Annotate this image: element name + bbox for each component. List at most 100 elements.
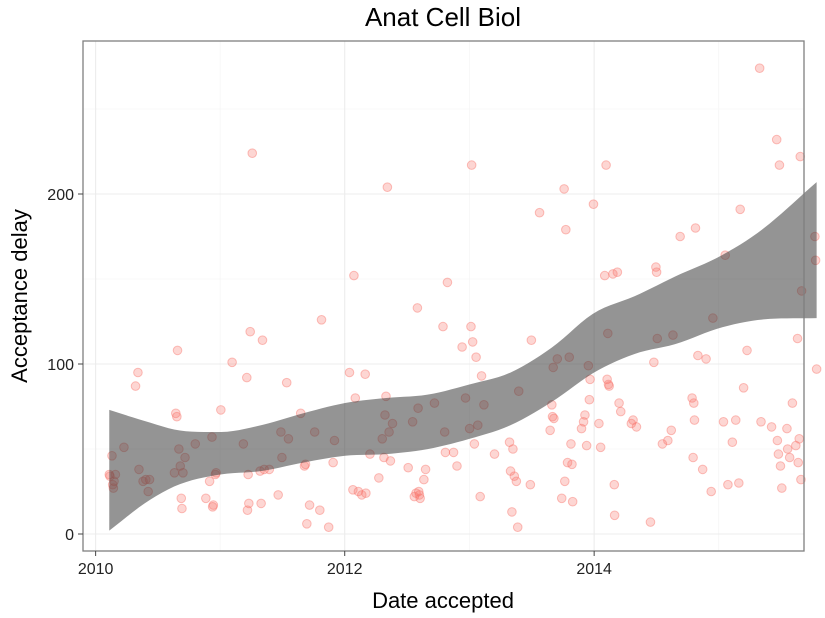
data-point (782, 423, 792, 434)
x-tick-label: 2014 (576, 561, 612, 578)
data-point (556, 493, 567, 504)
data-point (315, 505, 325, 516)
data-point (811, 364, 822, 374)
data-point (612, 267, 623, 278)
scatter-points (104, 63, 822, 533)
data-point (508, 444, 518, 454)
data-point (631, 422, 642, 432)
data-point (323, 522, 334, 533)
data-point (754, 63, 765, 73)
data-point (549, 413, 559, 424)
data-point (349, 270, 359, 281)
data-point (773, 449, 784, 459)
data-point (244, 498, 254, 509)
data-point (609, 510, 620, 521)
data-point (344, 367, 355, 378)
plot-panel-border (82, 40, 805, 552)
data-point (171, 408, 181, 419)
data-point (609, 479, 620, 490)
data-point (649, 357, 659, 368)
data-point (360, 369, 370, 380)
data-point (172, 345, 183, 356)
data-point (256, 498, 266, 509)
data-point (697, 464, 708, 475)
data-point (628, 415, 638, 425)
data-point (690, 223, 701, 233)
data-point (511, 476, 522, 487)
data-point (723, 479, 733, 490)
data-point (651, 267, 662, 278)
data-point (201, 493, 211, 504)
data-point (735, 204, 745, 215)
data-point (774, 160, 785, 170)
data-point (257, 335, 268, 346)
data-point (328, 457, 338, 468)
data-point (207, 502, 218, 512)
data-point (304, 500, 315, 510)
data-point (505, 466, 516, 476)
data-point (793, 457, 804, 468)
data-point (438, 321, 448, 332)
x-axis-title: Date accepted (372, 588, 514, 613)
data-point (782, 444, 793, 454)
data-point (273, 490, 283, 500)
data-point (242, 505, 253, 516)
data-point (738, 383, 749, 393)
data-point (756, 417, 766, 427)
data-point (795, 151, 806, 162)
y-tick-label: 200 (47, 187, 74, 204)
data-point (791, 440, 801, 451)
data-point (576, 423, 587, 434)
data-point (772, 435, 783, 446)
data-point (415, 493, 425, 504)
data-point (382, 182, 393, 192)
data-point (784, 452, 795, 463)
data-point (567, 459, 577, 470)
data-point (247, 148, 258, 158)
data-point (403, 462, 413, 473)
data-point (172, 411, 182, 422)
data-point (409, 491, 420, 502)
data-point (651, 262, 661, 272)
data-point (718, 417, 729, 427)
data-point (176, 493, 187, 504)
data-point (614, 398, 624, 408)
data-point (567, 496, 578, 507)
data-point (440, 447, 451, 458)
data-point (792, 333, 803, 344)
data-point (526, 335, 537, 346)
data-point (559, 184, 569, 194)
data-point (730, 415, 741, 425)
data-point (599, 270, 610, 281)
data-point (216, 405, 226, 415)
data-point (615, 406, 626, 417)
data-point (466, 160, 477, 170)
data-point (687, 393, 697, 403)
x-tick-label: 2010 (78, 561, 114, 578)
data-point (601, 160, 611, 170)
data-point (204, 476, 215, 487)
data-point (534, 207, 545, 218)
data-point (133, 367, 143, 378)
data-point (466, 321, 476, 332)
data-point (412, 303, 423, 313)
data-point (603, 379, 614, 390)
confidence-band (109, 182, 817, 531)
data-point (414, 490, 425, 500)
data-point (509, 471, 520, 482)
axis-ticks: 2010 2012 2014 0 100 200 (47, 187, 612, 578)
data-point (475, 491, 485, 502)
data-point (130, 381, 141, 391)
data-point (706, 486, 716, 497)
data-point (588, 199, 599, 209)
data-point (177, 503, 187, 514)
data-point (489, 449, 500, 459)
data-point (525, 479, 536, 490)
data-point (413, 486, 424, 497)
data-point (471, 352, 481, 363)
data-point (512, 522, 523, 533)
data-point (693, 350, 703, 361)
data-point (545, 425, 555, 436)
data-point (457, 342, 467, 352)
